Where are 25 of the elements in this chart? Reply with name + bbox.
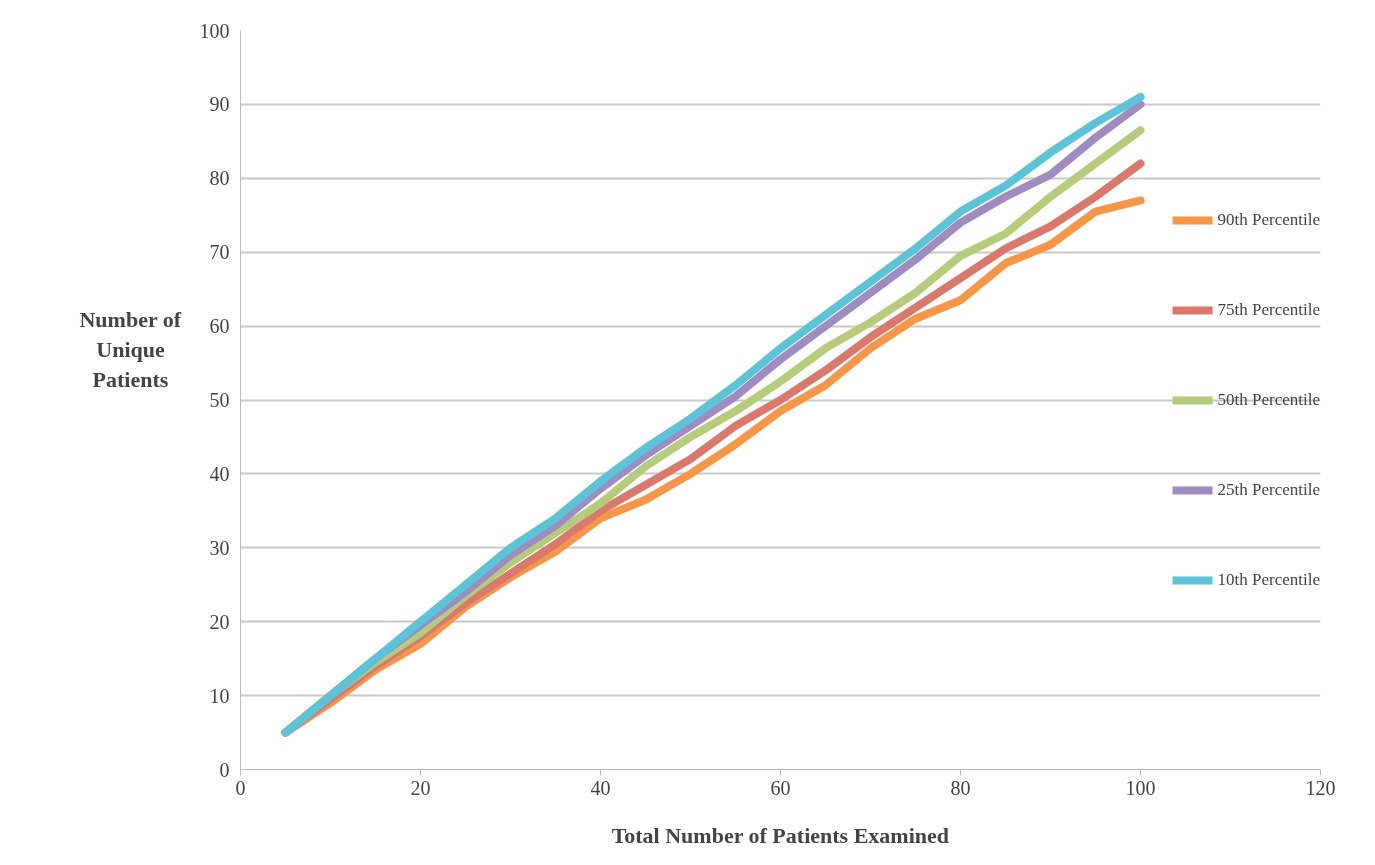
x-tick-label: 40 (590, 776, 611, 799)
y-tick-label: 0 (219, 758, 230, 781)
x-tick-label: 100 (1125, 776, 1156, 799)
y-tick-label: 60 (209, 315, 230, 338)
x-tick-label: 0 (235, 776, 246, 799)
y-tick-label: 40 (209, 462, 230, 485)
x-tick-label: 120 (1305, 776, 1336, 799)
x-tick-label: 20 (410, 776, 431, 799)
x-tick-label: 60 (770, 776, 791, 799)
y-tick-label: 10 (209, 684, 230, 707)
y-tick-label: 90 (209, 93, 230, 116)
y-tick-label: 80 (209, 167, 230, 190)
x-tick-label: 80 (950, 776, 971, 799)
legend-label: 75th Percentile (1217, 299, 1320, 320)
legend-label: 90th Percentile (1217, 209, 1320, 230)
y-axis-title: Number of Unique Patients (79, 307, 182, 392)
legend-label: 10th Percentile (1217, 569, 1320, 590)
y-tick-label: 30 (209, 536, 230, 559)
y-tick-label: 50 (209, 389, 230, 411)
y-tick-label: 70 (209, 241, 230, 264)
legend-label: 25th Percentile (1217, 479, 1320, 500)
y-tick-label: 20 (209, 610, 230, 633)
y-tick-label: 100 (199, 19, 230, 42)
x-axis-title: Total Number of Patients Examined (611, 822, 949, 848)
legend-label: 50th Percentile (1217, 389, 1320, 410)
